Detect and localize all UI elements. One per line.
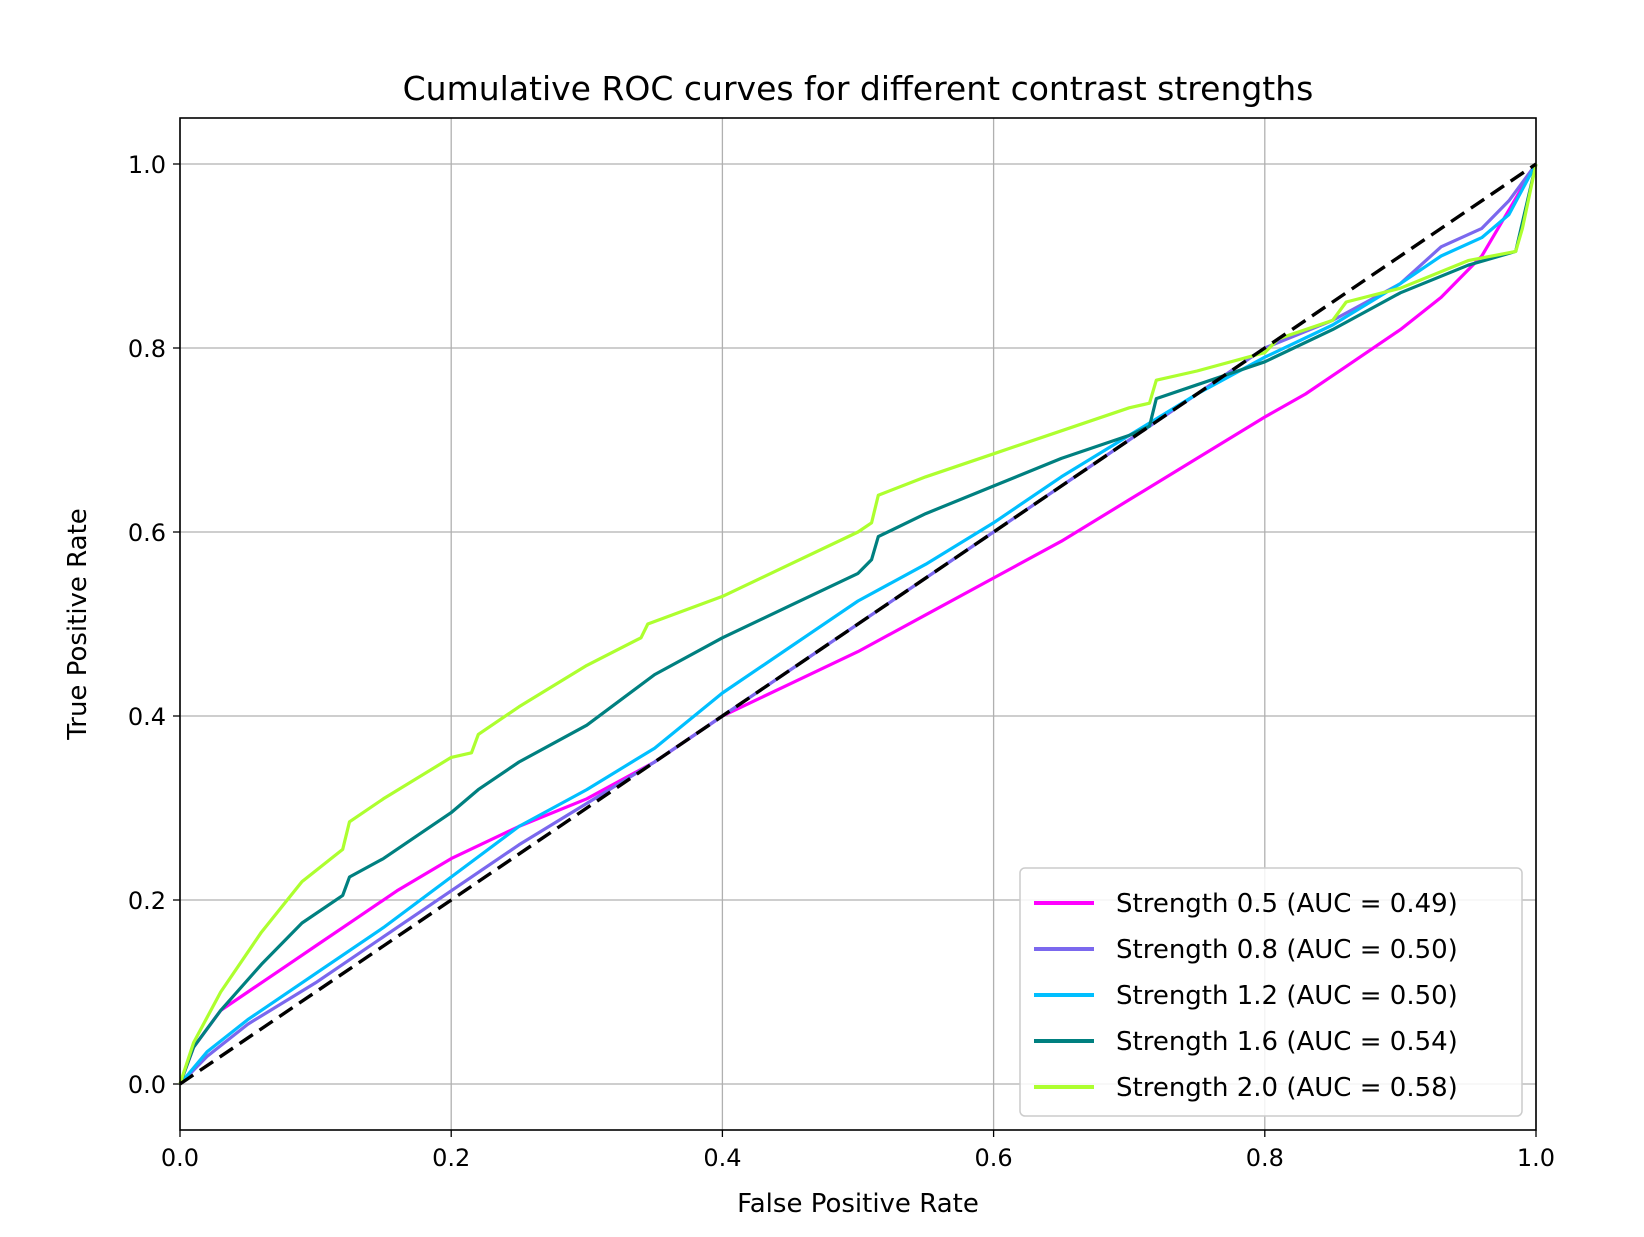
x-tick-label: 0.8 bbox=[1246, 1144, 1284, 1172]
x-axis-ticks: 0.0 0.2 0.4 0.6 0.8 1.0 bbox=[161, 1130, 1555, 1172]
legend-entry-label: Strength 1.2 (AUC = 0.50) bbox=[1116, 981, 1458, 1011]
legend: Strength 0.5 (AUC = 0.49) Strength 0.8 (A… bbox=[1019, 867, 1523, 1117]
x-tick-label: 0.4 bbox=[703, 1144, 741, 1172]
x-tick-label: 1.0 bbox=[1517, 1144, 1555, 1172]
legend-entry-label: Strength 2.0 (AUC = 0.58) bbox=[1116, 1073, 1458, 1103]
x-axis-label: False Positive Rate bbox=[737, 1189, 979, 1219]
y-tick-label: 0.4 bbox=[128, 703, 166, 731]
series-line-3 bbox=[178, 163, 1538, 1086]
y-tick-label: 0.6 bbox=[128, 519, 166, 547]
chart-title: Cumulative ROC curves for different cont… bbox=[403, 69, 1314, 108]
x-tick-label: 0.6 bbox=[975, 1144, 1013, 1172]
y-tick-label: 0.8 bbox=[128, 335, 166, 363]
legend-entry-label: Strength 0.8 (AUC = 0.50) bbox=[1116, 935, 1458, 965]
y-axis-ticks: 0.0 0.2 0.4 0.6 0.8 1.0 bbox=[128, 151, 180, 1099]
series-line-5 bbox=[178, 163, 1538, 1085]
y-tick-label: 0.2 bbox=[128, 887, 166, 915]
x-tick-label: 0.0 bbox=[161, 1144, 199, 1172]
y-tick-label: 0.0 bbox=[128, 1071, 166, 1099]
x-tick-label: 0.2 bbox=[432, 1144, 470, 1172]
y-tick-label: 1.0 bbox=[128, 151, 166, 179]
legend-entry-label: Strength 1.6 (AUC = 0.54) bbox=[1116, 1027, 1458, 1057]
legend-box bbox=[1019, 867, 1523, 1117]
series-line-1 bbox=[178, 163, 1538, 1085]
chance-diagonal-line bbox=[179, 162, 1537, 1086]
y-axis-label: True Positive Rate bbox=[63, 508, 93, 741]
series-lines bbox=[178, 162, 1538, 1086]
legend-entry-label: Strength 0.5 (AUC = 0.49) bbox=[1116, 889, 1458, 919]
series-line-4 bbox=[178, 163, 1538, 1085]
plot-frame bbox=[179, 117, 1537, 1131]
